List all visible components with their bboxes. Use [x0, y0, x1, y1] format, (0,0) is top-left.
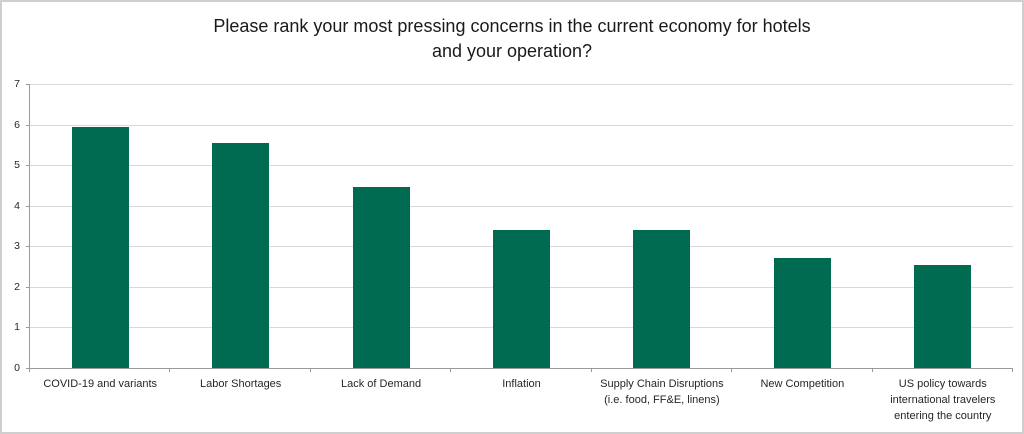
y-axis-tick-label: 1: [14, 321, 20, 334]
gridline-y-4: [30, 205, 1013, 207]
gridline-y-7: [30, 84, 1013, 85]
y-tick-mark: [26, 84, 30, 85]
plot-area: 0 1 2 3 4 5 6 7 COVID-19 and variants Labor Short…: [14, 78, 1013, 422]
bar-4: [493, 230, 550, 368]
y-axis-tick-label: 4: [14, 199, 20, 212]
y-axis-tick-label: 0: [14, 362, 20, 374]
y-tick-mark: [26, 246, 30, 248]
x-axis-label: COVID-19 and variants: [43, 378, 158, 390]
x-tick-mark: [590, 368, 592, 372]
bar-5: [633, 230, 691, 368]
bar-2: [212, 142, 270, 368]
bar-6: [773, 258, 831, 368]
x-axis-label: Labor Shortages: [199, 378, 282, 390]
x-tick-mark: [731, 368, 733, 372]
x-axis-label: New Competition: [760, 378, 845, 390]
x-tick-mark: [871, 368, 873, 372]
y-axis-tick-label: 3: [14, 240, 20, 253]
x-axis-label: Supply Chain Disruptions (i.e. food, FF&…: [600, 378, 724, 406]
y-tick-mark: [26, 165, 30, 167]
x-tick-mark: [309, 368, 311, 372]
gridline-y-5: [30, 165, 1013, 167]
bar-3: [352, 187, 410, 368]
y-axis-tick-label: 7: [14, 78, 20, 90]
y-axis-tick-label: 6: [14, 118, 20, 131]
x-axis-label: Lack of Demand: [341, 378, 422, 390]
y-tick-mark: [26, 327, 30, 329]
x-axis-label: Inflation: [502, 378, 541, 390]
y-tick-mark: [26, 124, 30, 126]
y-tick-mark: [26, 286, 30, 288]
chart-title: Please rank your most pressing concerns …: [213, 16, 811, 61]
bar-1: [71, 126, 129, 368]
x-tick-mark: [1012, 368, 1013, 372]
y-axis-tick-label: 2: [14, 280, 20, 293]
x-tick-mark: [450, 368, 452, 372]
y-tick-mark: [26, 368, 30, 369]
bar-7: [914, 264, 972, 368]
x-tick-mark: [169, 368, 171, 372]
gridline-y-6: [30, 124, 1013, 126]
x-tick-mark: [29, 368, 30, 372]
x-axis-label: US policy towards international traveler…: [890, 378, 996, 422]
y-tick-mark: [26, 205, 30, 207]
y-axis-tick-label: 5: [14, 159, 20, 172]
